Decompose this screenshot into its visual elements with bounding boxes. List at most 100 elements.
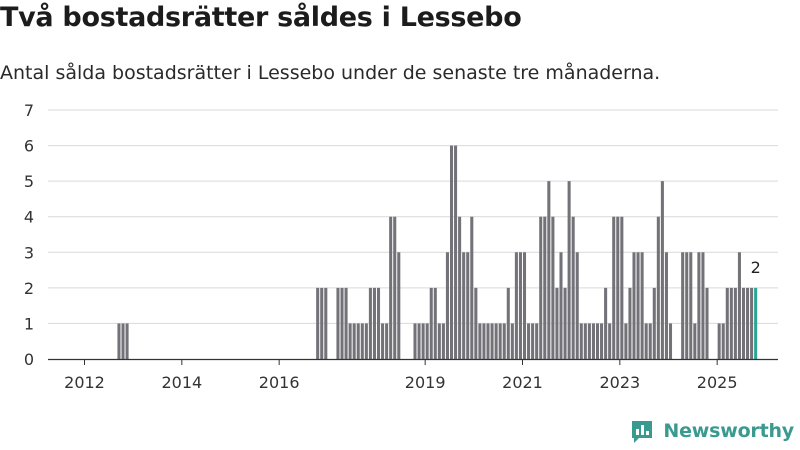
bar [555, 287, 559, 359]
bar [697, 252, 701, 359]
bar [121, 323, 125, 359]
bar [514, 252, 518, 359]
bar [575, 252, 579, 359]
bar [620, 216, 624, 359]
bar [668, 323, 673, 359]
bar [344, 287, 348, 359]
bar [733, 287, 737, 359]
bar [510, 323, 514, 359]
bar [551, 216, 555, 359]
bar [725, 287, 729, 359]
bar [462, 252, 466, 359]
gridlines [48, 109, 778, 324]
bar [543, 216, 547, 359]
y-tick-label: 6 [24, 137, 34, 156]
bar [486, 323, 490, 359]
bar [381, 323, 385, 359]
x-tick-label: 2014 [161, 373, 202, 392]
y-tick-label: 5 [24, 172, 34, 191]
bar [567, 181, 571, 359]
bar [681, 252, 685, 359]
annotations: 2 [751, 258, 761, 277]
bar-chart: 0 1 2 3 4 5 6 7 2012 2014 2016 2019 2021 2023 2025 2 [24, 101, 778, 392]
bar [644, 323, 648, 359]
x-tick-label: 2012 [64, 373, 105, 392]
bar [522, 252, 527, 359]
bar [360, 323, 364, 359]
bar [421, 323, 425, 359]
bar [693, 323, 697, 359]
bar [441, 323, 445, 359]
bar [664, 252, 668, 359]
bar [433, 287, 437, 359]
chart-subtitle: Antal sålda bostadsrätter i Lessebo unde… [0, 62, 661, 84]
bar [336, 287, 340, 359]
bar [591, 323, 595, 359]
bar [539, 216, 543, 359]
bar [470, 216, 474, 359]
bar [608, 323, 612, 359]
bar [729, 287, 733, 359]
bar [746, 287, 750, 359]
bar [571, 216, 575, 359]
bar [506, 287, 510, 359]
bar [356, 323, 360, 359]
y-tick-label: 3 [24, 243, 34, 262]
bar [721, 323, 725, 359]
x-tick-label: 2016 [259, 373, 300, 392]
bar [624, 323, 628, 359]
bar [660, 181, 664, 359]
bar [376, 287, 381, 359]
bar [640, 252, 644, 359]
bar [579, 323, 583, 359]
bar [689, 252, 693, 359]
bar [632, 252, 636, 359]
bar [385, 323, 389, 359]
bar [595, 323, 600, 359]
bar [717, 323, 721, 359]
brand-name: Newsworthy [663, 420, 794, 442]
bar [445, 252, 449, 359]
bar [547, 181, 551, 359]
bar [348, 323, 352, 359]
bar [490, 323, 494, 359]
bar [449, 145, 454, 359]
bar [117, 323, 121, 359]
y-axis: 0 1 2 3 4 5 6 7 [24, 101, 34, 369]
bar [368, 287, 372, 359]
bar [656, 216, 660, 359]
x-axis: 2012 2014 2016 2019 2021 2023 2025 [48, 358, 778, 392]
bar [600, 323, 604, 359]
bar [437, 323, 441, 359]
bar [324, 287, 328, 359]
bar [737, 252, 741, 359]
bar [705, 287, 709, 359]
bar [587, 323, 591, 359]
bar [636, 252, 640, 359]
chart-title: Två bostadsrätter såldes i Lessebo [0, 2, 522, 33]
bar [741, 287, 746, 359]
bar [125, 323, 129, 359]
bar [583, 323, 587, 359]
bar [648, 323, 652, 359]
bar [750, 287, 754, 359]
bar [482, 323, 486, 359]
bar [535, 323, 539, 359]
bar [352, 323, 356, 359]
bar [563, 287, 567, 359]
bar [652, 287, 656, 359]
bar [417, 323, 421, 359]
bar [518, 252, 522, 359]
bar [413, 323, 417, 359]
bar [531, 323, 535, 359]
bar [559, 252, 563, 359]
bar [604, 287, 608, 359]
y-tick-label: 1 [24, 314, 34, 333]
y-tick-label: 7 [24, 101, 34, 120]
y-tick-label: 0 [24, 350, 34, 369]
bar [364, 323, 368, 359]
brand-logo[interactable]: Newsworthy [629, 418, 794, 444]
bar [466, 252, 470, 359]
bar [393, 216, 397, 359]
bars [117, 145, 758, 359]
